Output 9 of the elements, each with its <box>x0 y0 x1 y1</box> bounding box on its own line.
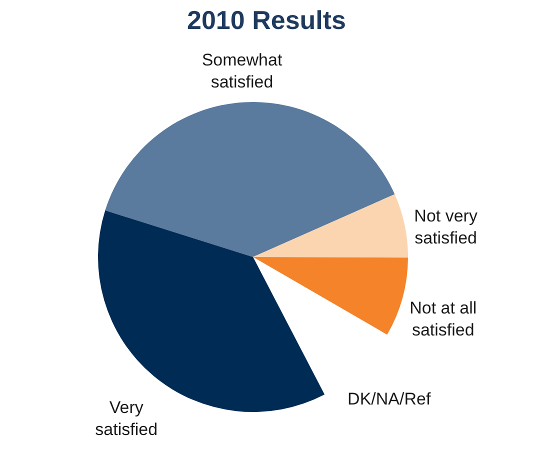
pie-slice <box>105 102 395 257</box>
pie-slice <box>253 194 408 258</box>
slice-label: Very satisfied <box>95 398 158 439</box>
slice-label: Not at all satisfied <box>410 298 477 340</box>
slice-label: Not very satisfied <box>414 206 478 248</box>
chart-title: 2010 Results <box>187 5 346 35</box>
pie-slice <box>253 257 408 335</box>
slice-label: DK/NA/Ref <box>348 389 431 408</box>
slice-label: Somewhat satisfied <box>202 50 282 92</box>
